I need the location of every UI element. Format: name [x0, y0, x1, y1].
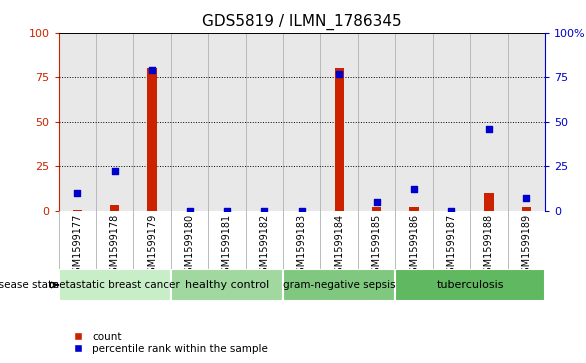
Point	[110, 168, 120, 174]
Bar	[59, 269, 171, 301]
Text: healthy control: healthy control	[185, 280, 269, 290]
Bar	[432, 33, 470, 211]
Point	[522, 195, 531, 201]
Text: GSM1599186: GSM1599186	[409, 213, 419, 278]
Bar	[372, 207, 381, 211]
Text: GSM1599188: GSM1599188	[484, 213, 494, 278]
Text: GSM1599184: GSM1599184	[334, 213, 344, 278]
Bar	[522, 207, 531, 211]
Bar	[208, 33, 246, 211]
Bar	[410, 207, 419, 211]
Bar	[470, 33, 507, 211]
Title: GDS5819 / ILMN_1786345: GDS5819 / ILMN_1786345	[202, 14, 401, 30]
Text: metastatic breast cancer: metastatic breast cancer	[49, 280, 180, 290]
Point	[260, 208, 269, 213]
Legend: count, percentile rank within the sample: count, percentile rank within the sample	[64, 328, 272, 358]
Text: GSM1599181: GSM1599181	[222, 213, 232, 278]
Point	[410, 186, 419, 192]
Text: GSM1599179: GSM1599179	[147, 213, 157, 279]
Point	[484, 126, 493, 132]
Bar	[134, 33, 171, 211]
Point	[372, 199, 381, 205]
Text: GSM1599180: GSM1599180	[185, 213, 195, 278]
Bar	[283, 33, 321, 211]
Bar	[73, 210, 82, 211]
Bar	[171, 33, 208, 211]
Bar	[110, 205, 120, 211]
Bar	[507, 33, 545, 211]
Bar	[148, 68, 157, 211]
Text: GSM1599177: GSM1599177	[72, 213, 82, 279]
Text: tuberculosis: tuberculosis	[437, 280, 504, 290]
Text: disease state: disease state	[0, 280, 59, 290]
Text: GSM1599183: GSM1599183	[297, 213, 307, 278]
Bar	[358, 33, 396, 211]
Text: GSM1599189: GSM1599189	[522, 213, 532, 278]
Bar	[484, 193, 493, 211]
Bar	[171, 269, 283, 301]
Bar	[96, 33, 134, 211]
Point	[447, 208, 456, 213]
Bar	[396, 33, 432, 211]
Text: GSM1599185: GSM1599185	[372, 213, 381, 279]
Bar	[321, 33, 358, 211]
Text: GSM1599178: GSM1599178	[110, 213, 120, 279]
Text: GSM1599182: GSM1599182	[260, 213, 270, 279]
Text: gram-negative sepsis: gram-negative sepsis	[283, 280, 396, 290]
Point	[335, 71, 344, 77]
Point	[73, 190, 82, 196]
Point	[222, 208, 231, 213]
Bar	[283, 269, 396, 301]
Bar	[246, 33, 283, 211]
Text: GSM1599187: GSM1599187	[447, 213, 456, 279]
Point	[148, 67, 157, 73]
Point	[297, 208, 306, 213]
Point	[185, 208, 194, 213]
Bar	[396, 269, 545, 301]
Bar	[335, 68, 344, 211]
Bar	[59, 33, 96, 211]
